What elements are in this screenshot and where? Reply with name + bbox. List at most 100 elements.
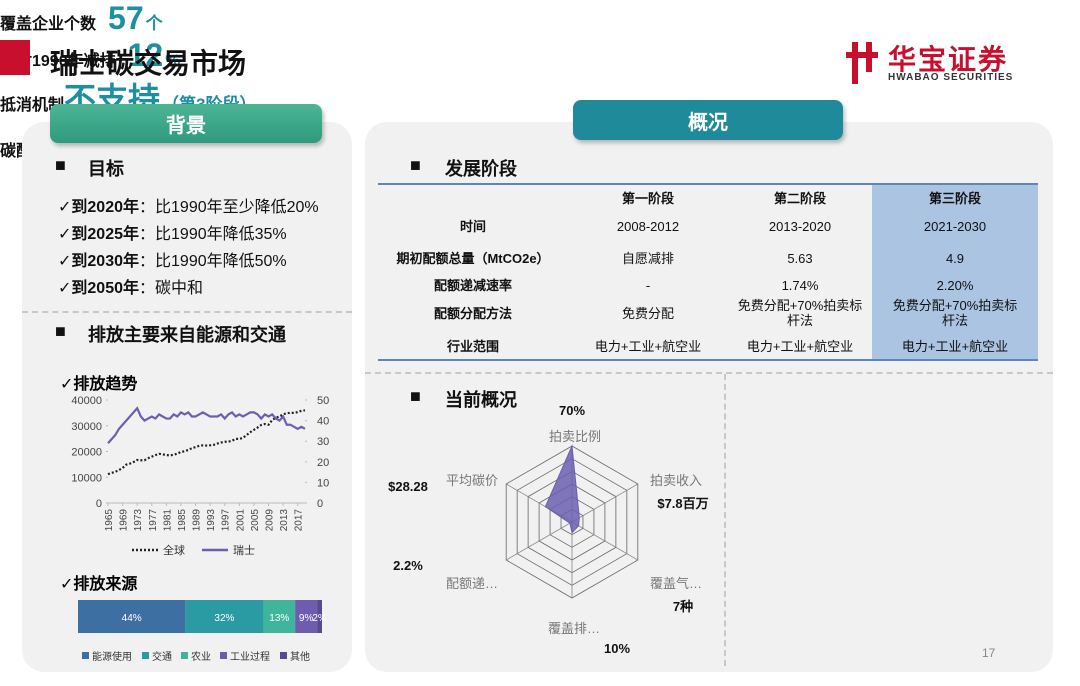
bullet: ■ [410, 386, 421, 406]
stat-unit: % [165, 51, 181, 70]
y-tick-label: 20000 [71, 447, 102, 459]
legend-label: 工业过程 [230, 650, 270, 663]
legend-label: 能源使用 [92, 650, 132, 663]
legend-swatch [181, 652, 188, 659]
series-line [107, 409, 306, 476]
legend-label: 交通 [152, 650, 172, 663]
goal-year: 到2020年 [71, 199, 140, 216]
x-tick-label: 1969 [119, 509, 130, 532]
table-cell: 电力+工业+航空业 [901, 338, 1009, 354]
bar-label: 32% [214, 613, 234, 624]
stat-label: 覆盖企业个数 [0, 16, 97, 33]
y-tick-label: 30000 [71, 421, 102, 433]
x-tick-label: 1985 [177, 509, 188, 532]
table-cell: 自愿减排 [621, 250, 674, 266]
trend-heading-wrap: ✓排放趋势 [60, 376, 138, 393]
row-label: 期初配额总量（MtCO2e） [396, 250, 550, 266]
x-tick-label: 1993 [206, 509, 217, 532]
goal-heading: 目标 [88, 159, 124, 179]
y2-tick-label: 30 [317, 436, 329, 448]
bar-segment [78, 600, 186, 633]
x-tick-label: 1977 [148, 509, 159, 532]
divider [724, 374, 726, 666]
bar-segment [317, 600, 322, 633]
x-tick-label: 2013 [279, 509, 290, 532]
table-cell: 电力+工业+航空业 [594, 338, 702, 354]
x-tick-label: 1973 [133, 509, 144, 532]
table-cell: 1.74% [781, 277, 819, 293]
row-label: 行业范围 [446, 338, 499, 354]
y2-tick-label: 50 [317, 395, 329, 407]
table-cell: 2013-2020 [768, 218, 832, 234]
goal-text: ：比1990年降低50% [139, 253, 287, 270]
x-tick-label: 2001 [235, 509, 246, 532]
radar-axis-label: 平均碳价 [446, 473, 498, 488]
row-label: 配额分配方法 [433, 305, 512, 321]
goal-year: 到2050年 [71, 280, 140, 297]
stat-unit: 个 [145, 14, 163, 33]
logo-icon [846, 42, 878, 84]
x-tick-label: 1981 [162, 509, 173, 532]
table-cell: 免费分配 [621, 305, 674, 321]
emission-heading: 排放主要来自能源和交通 [88, 325, 286, 345]
y-tick-label: 10000 [71, 472, 102, 484]
table-cell: 免费分配+70%拍卖标杆法 [737, 298, 863, 328]
divider [365, 372, 1053, 374]
stat-value: 12 [127, 37, 164, 73]
bullet: ■ [410, 155, 421, 175]
y2-tick-label: 20 [317, 457, 329, 469]
legend-label: 其他 [290, 650, 310, 663]
current-heading: 当前概况 [445, 390, 517, 410]
legend-label: 农业 [191, 650, 211, 663]
logo-cn: 华宝证券 [888, 44, 1009, 75]
goal: ✓到2020年：比1990年至少降低20% [58, 199, 319, 216]
page-number: 17 [982, 646, 996, 660]
row-label: 配额递减速率 [433, 277, 512, 293]
bar-segment [185, 600, 264, 633]
legend-swatch [280, 652, 287, 659]
table-cell: 2008-2012 [616, 218, 680, 234]
stage-heading: 发展阶段 [445, 159, 517, 179]
y2-tick-label: 10 [317, 477, 329, 489]
radar-spoke [571, 521, 639, 561]
radar-axis-label: 覆盖排… [548, 621, 600, 636]
legend-label: 全球 [163, 543, 185, 557]
legend-swatch [220, 652, 227, 659]
bar-segment [295, 600, 318, 633]
radar-axis-label: 配额递… [446, 576, 498, 591]
x-tick-label: 2017 [294, 509, 305, 532]
goal-text: ：比1990年至少降低20% [139, 199, 319, 216]
goal-year: 到2025年 [71, 226, 140, 243]
table-cell: 2.20% [936, 277, 974, 293]
x-tick-label: 1989 [192, 509, 203, 532]
logo-en: HWABAO SECURITIES [888, 72, 1014, 83]
title-bar [0, 40, 30, 75]
x-tick-label: 1997 [221, 509, 232, 532]
column-header: 第二阶段 [773, 190, 826, 206]
radar-area [544, 444, 580, 534]
y-tick-label: 0 [96, 498, 102, 510]
x-tick-label: 2009 [265, 509, 276, 532]
goal: ✓到2025年：比1990年降低35% [58, 226, 287, 243]
legend-swatch [82, 652, 89, 659]
y2-tick-label: 0 [317, 498, 323, 510]
radar-axis-label: 覆盖气… [650, 576, 702, 591]
radar-value-label: 70% [559, 403, 585, 418]
table-cell: - [645, 277, 651, 293]
table-cell: 5.63 [787, 250, 813, 266]
source-heading-wrap: ✓排放来源 [60, 576, 138, 593]
goal-text: ：碳中和 [139, 280, 204, 297]
bullet: ■ [55, 321, 66, 341]
overview-tab: 概况 [573, 100, 843, 140]
bullet: ■ [55, 155, 66, 175]
radar-spoke [571, 483, 639, 523]
table-cell: 免费分配+70%拍卖标杆法 [892, 298, 1018, 328]
goal-year: 到2030年 [71, 253, 140, 270]
slide-title: 瑞士碳交易市场 [50, 48, 247, 79]
stat-label: 抵消机制 [0, 97, 65, 114]
x-tick-label: 2005 [250, 509, 261, 532]
table-bottom-rule [378, 359, 1038, 361]
radar-value-label: 10% [604, 641, 630, 656]
